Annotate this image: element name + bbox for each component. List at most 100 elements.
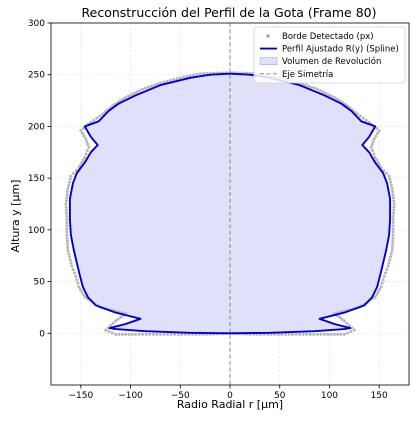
detected-edge-point [391, 193, 395, 197]
detected-edge-point [391, 196, 395, 200]
legend-label: Borde Detectado (px) [282, 32, 374, 42]
detected-edge-point [390, 242, 394, 246]
detected-edge-point [392, 205, 396, 209]
detected-edge-point [319, 332, 323, 336]
detected-edge-point [387, 174, 391, 178]
detected-edge-point [65, 211, 69, 215]
detected-edge-point [121, 97, 125, 101]
detected-edge-point [294, 332, 298, 336]
detected-edge-point [182, 75, 186, 79]
y-tick-label: 200 [28, 122, 45, 132]
detected-edge-point [114, 332, 118, 336]
detected-edge-point [372, 152, 376, 156]
detected-edge-point [312, 332, 316, 336]
detected-edge-point [391, 230, 395, 234]
detected-edge-point [173, 332, 177, 336]
detected-edge-point [364, 118, 368, 122]
detected-edge-point [71, 268, 75, 272]
detected-edge-point [283, 332, 287, 336]
detected-edge-point [345, 321, 349, 325]
detected-edge-point [376, 161, 380, 165]
detected-edge-point [329, 332, 333, 336]
detected-edge-point [66, 245, 70, 249]
detected-edge-point [369, 145, 373, 149]
detected-edge-point [390, 249, 394, 253]
detected-edge-point [276, 332, 280, 336]
detected-edge-point [336, 332, 340, 336]
detected-edge-point [385, 268, 389, 272]
x-tick-label: 50 [274, 391, 286, 401]
x-tick-label: 100 [321, 391, 338, 401]
detected-edge-point [387, 261, 391, 265]
detected-edge-point [148, 332, 152, 336]
detected-edge-point [373, 155, 377, 159]
detected-edge-point [85, 140, 89, 144]
detected-edge-point [321, 90, 325, 94]
detected-edge-point [65, 227, 69, 231]
detected-edge-point [155, 332, 159, 336]
detected-edge-point [68, 258, 72, 262]
detected-edge-point [358, 114, 362, 118]
detected-edge-point [65, 221, 69, 225]
detected-edge-point [391, 218, 395, 222]
detected-edge-point [178, 76, 182, 80]
detected-edge-point [391, 227, 395, 231]
detected-edge-point [162, 80, 166, 84]
detected-edge-point [65, 196, 69, 200]
detected-edge-point [349, 330, 353, 334]
y-axis-label: Altura y [μm] [9, 180, 22, 253]
detected-edge-point [335, 97, 339, 101]
x-tick-label: 150 [371, 391, 388, 401]
detected-edge-point [66, 186, 70, 190]
detected-edge-point [340, 317, 344, 321]
detected-edge-point [380, 281, 384, 285]
y-tick-label: 100 [28, 226, 45, 236]
detected-edge-point [66, 249, 70, 253]
y-tick-label: 150 [28, 174, 45, 184]
detected-edge-point [381, 278, 385, 282]
detected-edge-point [172, 78, 176, 82]
detected-edge-point [180, 332, 184, 336]
detected-edge-point [371, 140, 375, 144]
detected-edge-point [287, 332, 291, 336]
legend-marker-detected [266, 34, 270, 38]
detected-edge-point [120, 332, 124, 336]
detected-edge-point [127, 332, 131, 336]
detected-edge-point [124, 95, 128, 99]
detected-edge-point [129, 93, 133, 97]
detected-edge-point [391, 233, 395, 237]
detected-edge-point [65, 236, 69, 240]
detected-edge-point [65, 233, 69, 237]
detected-edge-point [307, 84, 311, 88]
detected-edge-point [342, 319, 346, 323]
detected-edge-point [80, 161, 84, 165]
legend-box [253, 26, 406, 84]
detected-edge-point [392, 208, 396, 212]
legend-label: Volumen de Revolución [282, 56, 381, 67]
detected-edge-point [391, 239, 395, 243]
detected-edge-point [390, 186, 394, 190]
detected-edge-point [119, 315, 123, 319]
detected-edge-point [158, 332, 162, 336]
detected-edge-point [185, 74, 189, 78]
detected-edge-point [370, 142, 374, 146]
revolution-volume-layer [69, 73, 391, 334]
detected-edge-point [130, 332, 134, 336]
detected-edge-point [377, 129, 381, 133]
detected-edge-point [308, 332, 312, 336]
detected-edge-point [195, 72, 199, 76]
detected-edge-point [138, 89, 142, 93]
detected-edge-point [152, 83, 156, 87]
detected-edge-point [378, 287, 382, 291]
detected-edge-point [332, 332, 336, 336]
detected-edge-point [81, 293, 85, 296]
detected-edge-point [126, 94, 130, 98]
detected-edge-point [104, 328, 108, 332]
detected-edge-point [74, 274, 78, 278]
detected-edge-point [188, 74, 192, 78]
detected-edge-point [372, 137, 376, 141]
detected-edge-point [384, 171, 388, 175]
detected-edge-point [66, 190, 70, 194]
y-tick-label: 0 [39, 329, 45, 339]
